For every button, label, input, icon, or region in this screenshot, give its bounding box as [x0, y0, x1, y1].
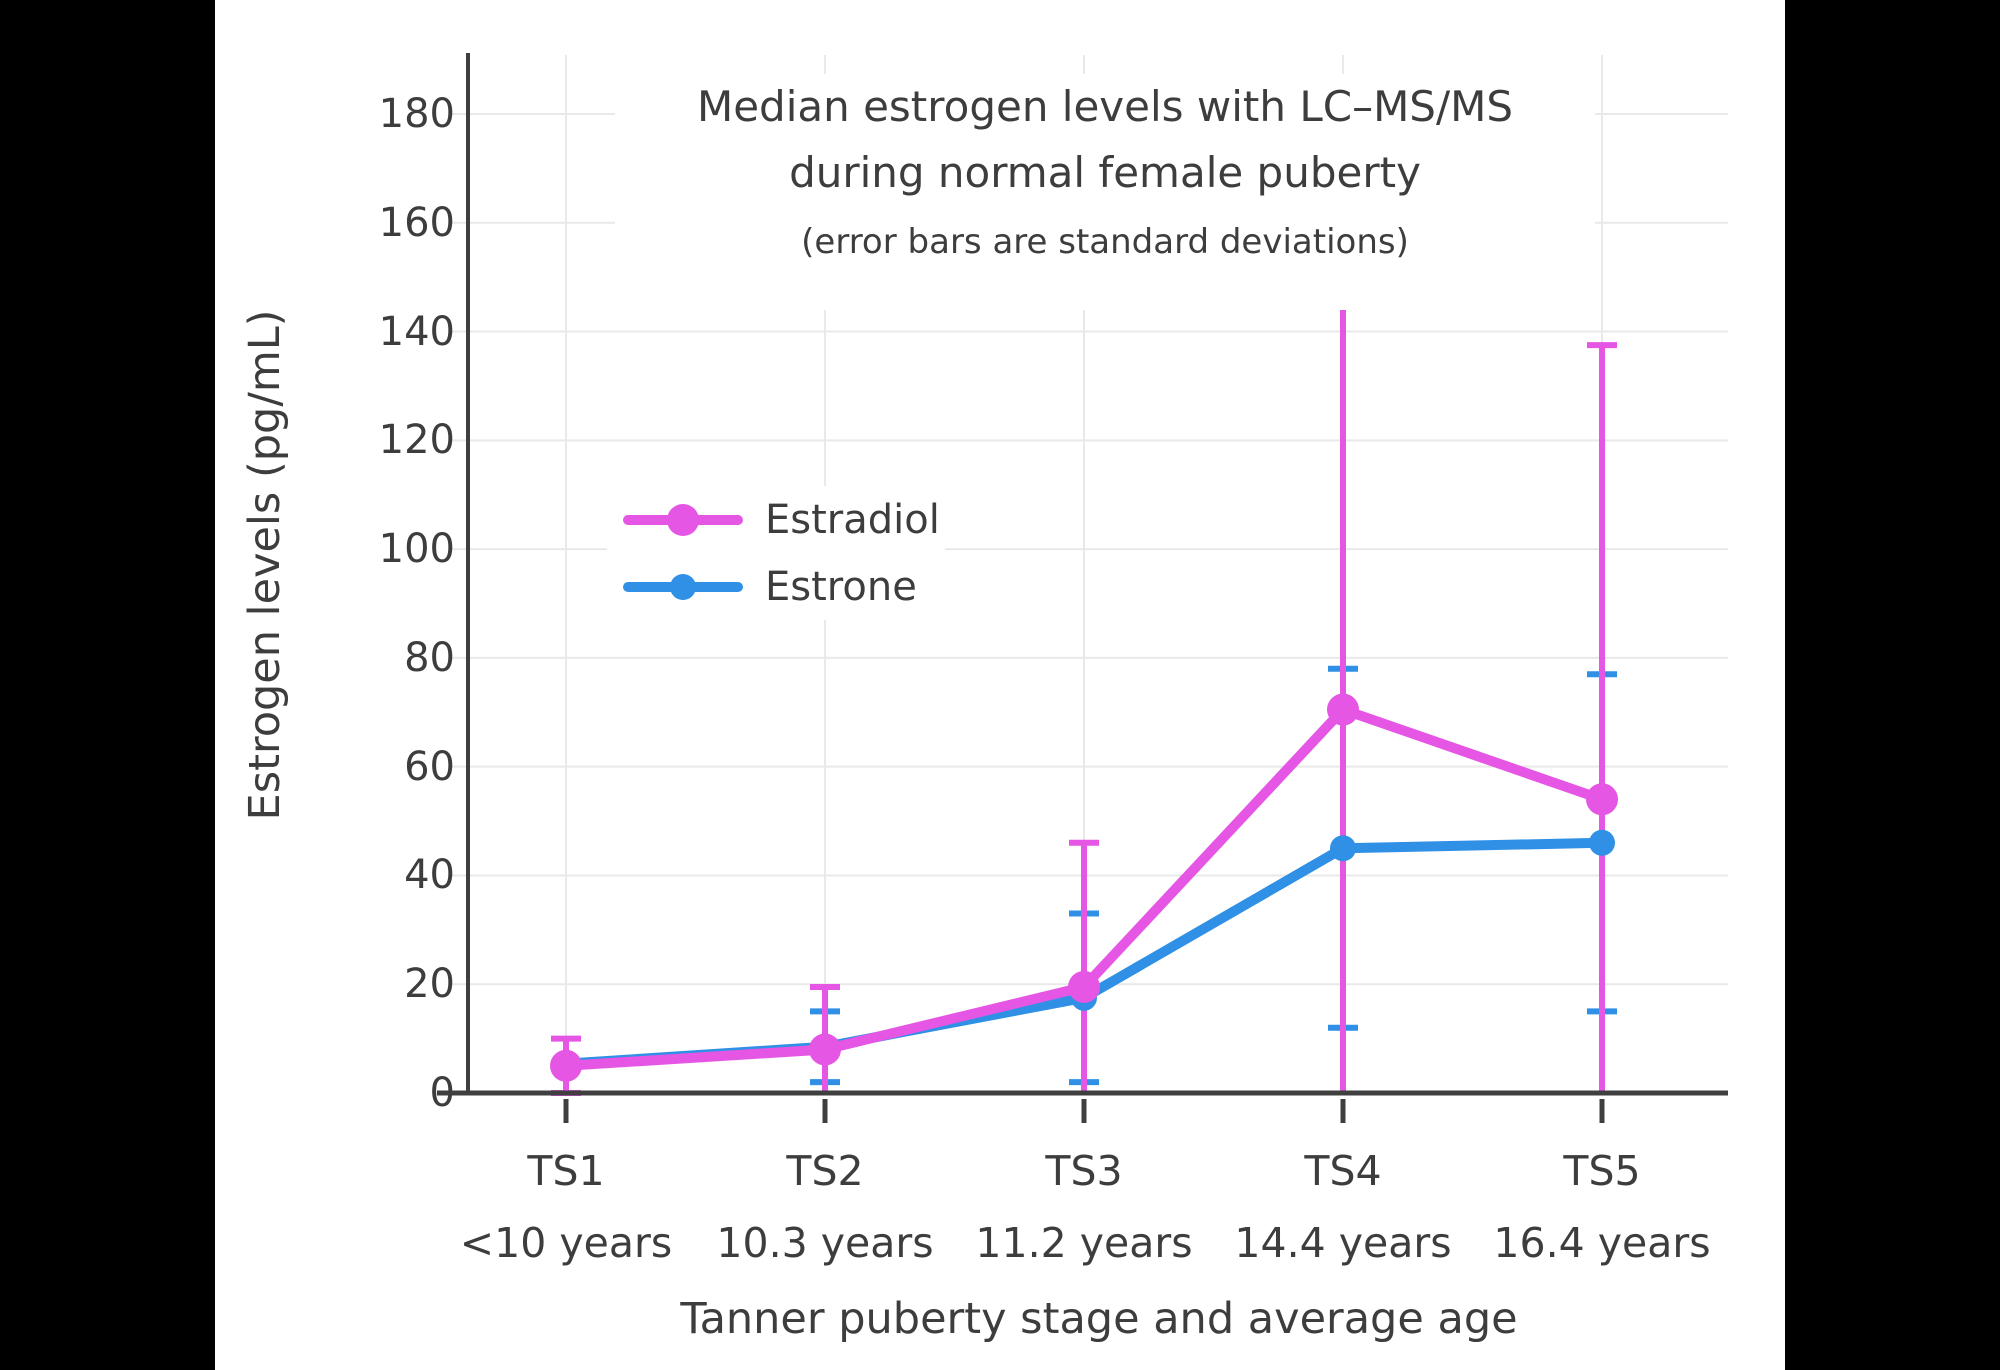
x-category-age-label: 16.4 years	[1493, 1219, 1711, 1267]
x-category-label: TS3	[1045, 1147, 1123, 1195]
y-tick-label: 100	[378, 526, 455, 573]
chart-title-line1: Median estrogen levels with LC–MS/MS	[696, 82, 1514, 131]
x-category-age-label: <10 years	[459, 1219, 673, 1267]
x-category-age-label: 11.2 years	[975, 1219, 1193, 1267]
x-category-label: TS2	[786, 1147, 864, 1195]
estradiol-swatch-dot	[667, 503, 699, 536]
y-tick-label: 20	[404, 961, 455, 1008]
estrone-swatch-dot	[670, 573, 696, 600]
x-axis-title: Tanner puberty stage and average age	[680, 1294, 1518, 1344]
y-tick-label: 140	[378, 308, 455, 355]
legend-label-estrone: Estrone	[765, 563, 917, 610]
y-tick-label: 60	[404, 743, 455, 790]
estrone-line-swatch	[623, 569, 743, 605]
x-category-age-label: 14.4 years	[1234, 1219, 1452, 1267]
legend-item-estradiol: Estradiol	[607, 486, 945, 553]
plot-area	[437, 53, 1728, 1123]
y-tick-label: 0	[429, 1070, 455, 1116]
y-tick-label: 180	[378, 91, 455, 137]
legend-item-estrone: Estrone	[607, 553, 945, 620]
x-category-age-label: 10.3 years	[716, 1219, 934, 1267]
title-block: Median estrogen levels with LC–MS/MS dur…	[615, 74, 1595, 310]
chart-subtitle: (error bars are standard deviations)	[801, 222, 1409, 262]
legend: Estradiol Estrone	[607, 486, 945, 620]
x-category-label: TS5	[1563, 1147, 1641, 1195]
y-tick-label: 120	[378, 417, 455, 464]
y-tick-label: 160	[378, 199, 455, 246]
y-tick-label: 80	[404, 634, 455, 681]
x-category-label: TS1	[527, 1147, 605, 1195]
y-tick-label: 40	[404, 852, 455, 899]
chart-title-line2: during normal female puberty	[789, 148, 1421, 197]
y-axis-title: Estrogen levels (pg/mL)	[240, 309, 290, 821]
chart-panel: Median estrogen levels with LC–MS/MS dur…	[215, 0, 1785, 1370]
estradiol-line-swatch	[623, 502, 743, 538]
legend-label-estradiol: Estradiol	[765, 496, 940, 543]
x-category-label: TS4	[1304, 1147, 1382, 1195]
